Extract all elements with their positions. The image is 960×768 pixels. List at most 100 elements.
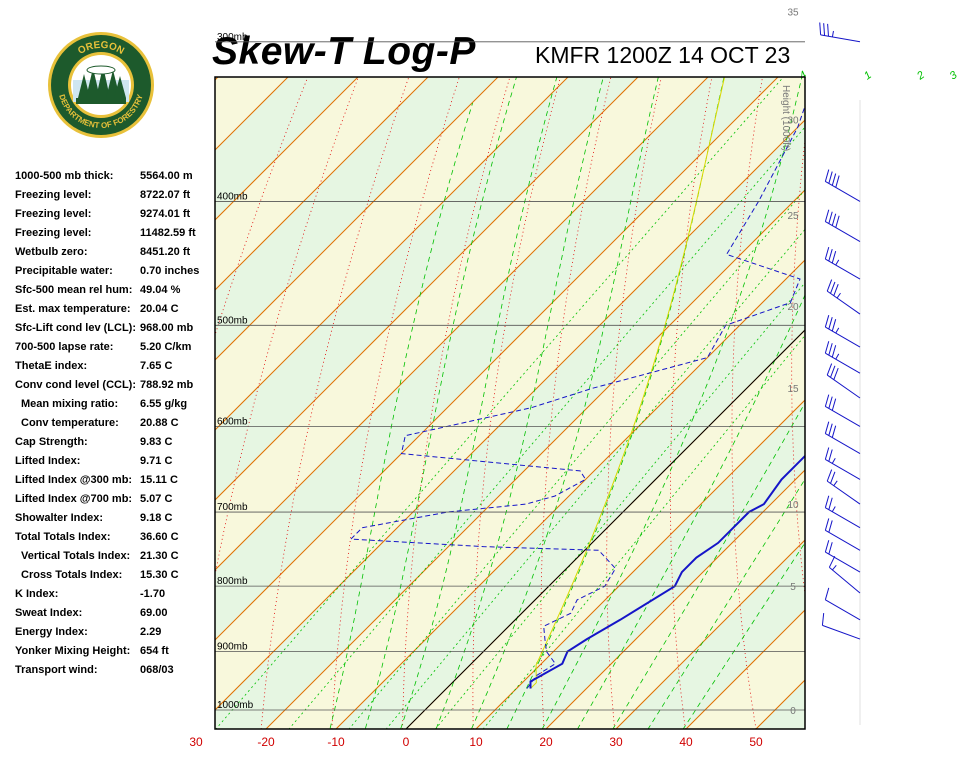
index-row: ThetaE index: 7.65 C <box>15 358 215 377</box>
temperature-band <box>826 77 960 729</box>
wind-barb-feather <box>828 343 833 356</box>
index-row: Lifted Index @300 mb: 15.11 C <box>15 472 215 491</box>
index-row: Precipitable water: 0.70 inches <box>15 263 215 282</box>
wind-barb-feather <box>828 423 833 436</box>
isotherm-line <box>215 77 639 501</box>
index-value: 49.04 % <box>140 284 181 296</box>
pressure-label: 800mb <box>217 576 248 587</box>
wind-barb <box>821 613 861 640</box>
index-row: Showalter Index: 9.18 C <box>15 510 215 529</box>
mixing-ratio-label: 4 <box>797 69 809 82</box>
index-row: 700-500 lapse rate: 5.20 C/km <box>15 339 215 358</box>
wind-barb-half-feather <box>835 259 840 266</box>
isotherm-line <box>615 539 805 729</box>
wind-barb-feather <box>824 246 830 260</box>
index-row: Freezing level: 11482.59 ft <box>15 225 215 244</box>
height-tick-label: 30 <box>787 115 799 126</box>
wind-barb-feather <box>828 171 833 184</box>
index-value: -1.70 <box>140 588 166 600</box>
index-value: 788.92 mb <box>140 379 194 391</box>
mixing-ratio-label: 1 <box>862 69 874 82</box>
height-tick-label: 15 <box>787 384 799 395</box>
isotherm-line <box>215 77 499 361</box>
x-tick-label: 0 <box>403 735 410 749</box>
wind-barb-feather <box>828 555 836 568</box>
wind-barb-feather <box>826 279 833 292</box>
isotherm-line <box>826 77 960 729</box>
index-row: Cap Strength: 9.83 C <box>15 434 215 453</box>
wind-barb-feather <box>824 495 830 508</box>
isotherm-line <box>215 77 569 431</box>
index-value: 20.88 C <box>140 417 179 429</box>
wind-barb <box>824 341 861 374</box>
wind-barb-half-feather <box>835 327 840 334</box>
index-label: Sweat Index: <box>15 607 83 619</box>
index-row: Total Totals Index: 36.60 C <box>15 529 215 548</box>
wind-barb-feather <box>831 398 837 411</box>
wind-barb-feather <box>826 469 833 482</box>
wind-barb-feather <box>831 319 837 332</box>
index-value: 9274.01 ft <box>140 208 191 220</box>
wind-barb-half-feather <box>832 564 837 571</box>
index-label: Energy Index: <box>15 626 88 638</box>
moist-adiabat-line <box>400 77 558 729</box>
index-row: K Index: -1.70 <box>15 586 215 605</box>
wind-barb-feather <box>824 209 830 222</box>
wind-barb-feather <box>827 23 829 37</box>
wind-barb-feather <box>828 542 833 555</box>
wind-barb <box>824 587 861 621</box>
wind-barb-feather <box>833 284 839 296</box>
wind-barb <box>824 209 861 243</box>
wind-barb-feather <box>824 540 830 553</box>
index-row: Energy Index: 2.29 <box>15 624 215 643</box>
isotherm-line <box>215 77 779 641</box>
wind-barb-shaft <box>826 290 861 315</box>
wind-barb-feather <box>824 421 830 434</box>
index-label: Est. max temperature: <box>15 303 131 315</box>
index-label: Lifted Index @700 mb: <box>15 493 133 505</box>
moist-adiabat-line <box>612 402 805 729</box>
temperature-band <box>215 77 805 710</box>
plot-area <box>215 77 960 729</box>
wind-barb <box>824 495 861 529</box>
pressure-label: 700mb <box>217 502 248 513</box>
mixing-ratio-line <box>348 189 805 729</box>
index-value: 0.70 inches <box>140 265 200 277</box>
dry-adiabat-line <box>402 77 511 729</box>
wind-barb-feather <box>831 250 837 264</box>
wind-barb-shaft <box>826 480 861 505</box>
moist-adiabat-line <box>577 294 805 729</box>
x-tick-label: -20 <box>257 735 275 749</box>
wind-barb-feather <box>824 447 830 460</box>
wind-barb <box>824 447 861 480</box>
x-tick-label: -10 <box>327 735 345 749</box>
index-value: 068/03 <box>140 664 174 676</box>
wind-barb <box>826 279 861 315</box>
index-label: Wetbulb zero: <box>15 246 88 258</box>
index-row: Sweat Index: 69.00 <box>15 605 215 624</box>
index-row: Yonker Mixing Height: 654 ft <box>15 643 215 662</box>
index-value: 8451.20 ft <box>140 246 191 258</box>
pressure-label: 600mb <box>217 416 248 427</box>
wind-barb-feather <box>830 471 836 484</box>
index-value: 9.83 C <box>140 436 173 448</box>
wind-barb-feather <box>835 215 840 228</box>
parcel-trace <box>530 77 726 689</box>
index-value: 20.04 C <box>140 303 179 315</box>
index-row: Wetbulb zero: 8451.20 ft <box>15 244 215 263</box>
index-label: Conv temperature: <box>21 417 119 429</box>
wind-barb-shaft <box>825 551 861 573</box>
index-label: 700-500 lapse rate: <box>15 341 114 353</box>
pressure-label: 300mb <box>217 32 248 43</box>
index-label: K Index: <box>15 588 59 600</box>
mixing-ratio-label: 2 <box>914 69 927 83</box>
height-axis-label: Height (1000ft) <box>780 85 791 151</box>
index-row: Vertical Totals Index: 21.30 C <box>15 548 215 567</box>
moist-adiabat-line <box>329 102 473 729</box>
index-row: Lifted Index @700 mb: 5.07 C <box>15 491 215 510</box>
index-row: Mean mixing ratio: 6.55 g/kg <box>15 396 215 415</box>
index-label: Cross Totals Index: <box>21 569 123 581</box>
index-label: ThetaE index: <box>15 360 88 372</box>
index-value: 5564.00 m <box>140 170 193 182</box>
